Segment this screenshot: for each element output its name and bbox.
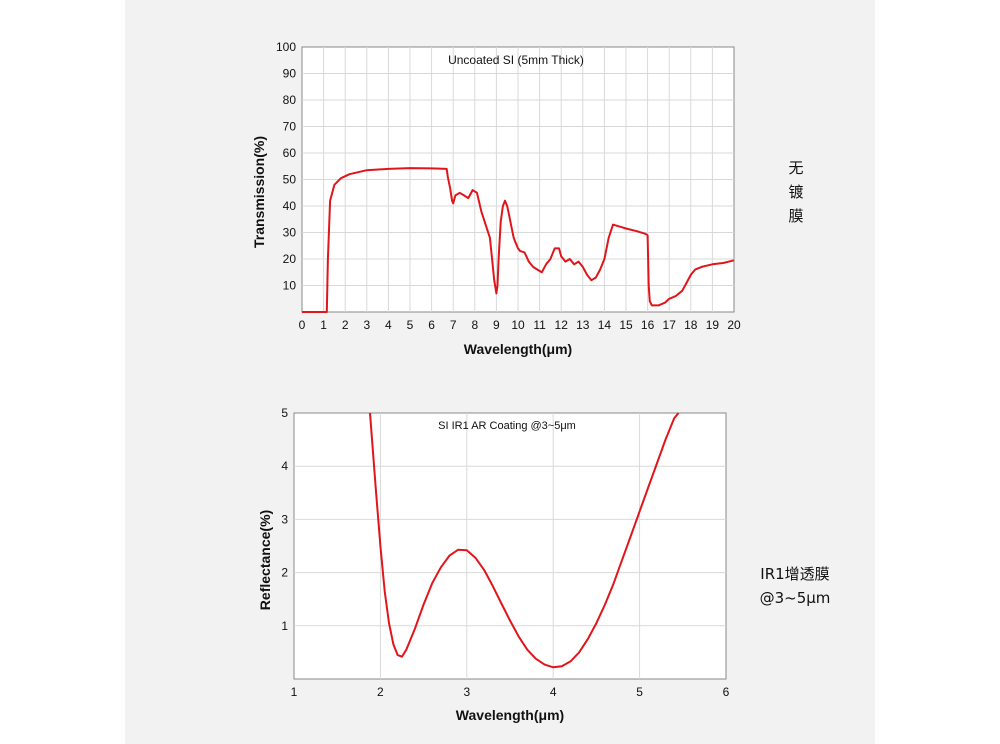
tick-labels: 0 1 2 3 4 5 6 7 8 9 10 11 12 13 14 15 16 17 18 19 2010203040… bbox=[276, 40, 741, 332]
x-tick-label: 13 bbox=[576, 318, 590, 332]
y-tick-label: 5 bbox=[281, 406, 288, 420]
x-tick-label: 7 bbox=[450, 318, 457, 332]
transmission-chart: 0 1 2 3 4 5 6 7 8 9 10 11 12 13 14 15 16 17 18 19 2010203040… bbox=[251, 40, 741, 357]
x-axis-label: Wavelength(μm) bbox=[456, 707, 564, 723]
x-tick-label: 4 bbox=[550, 685, 557, 699]
reflectance-chart: 1 2 3 4 5 6 1 2 3 4 5 SI IR1 AR Coating @3~5μm Wav… bbox=[257, 406, 730, 723]
x-tick-label: 15 bbox=[619, 318, 633, 332]
x-tick-label: 10 bbox=[511, 318, 525, 332]
x-tick-label: 1 bbox=[291, 685, 298, 699]
x-tick-label: 12 bbox=[555, 318, 569, 332]
side-char-3: 膜 bbox=[788, 207, 804, 225]
x-tick-label: 4 bbox=[385, 318, 392, 332]
y-tick-label: 70 bbox=[283, 120, 297, 134]
y-tick-label: 50 bbox=[283, 173, 297, 187]
coating-range: @3~5μm bbox=[759, 589, 831, 607]
x-tick-label: 19 bbox=[706, 318, 720, 332]
x-tick-label: 6 bbox=[428, 318, 435, 332]
chart-title: SI IR1 AR Coating @3~5μm bbox=[438, 420, 576, 432]
x-tick-label: 20 bbox=[727, 318, 741, 332]
y-axis-label: Transmission(%) bbox=[251, 136, 267, 248]
x-tick-label: 9 bbox=[493, 318, 500, 332]
y-tick-label: 90 bbox=[283, 67, 297, 81]
y-tick-label: 100 bbox=[276, 40, 296, 54]
side-char-2: 镀 bbox=[788, 183, 804, 201]
x-tick-label: 1 bbox=[320, 318, 327, 332]
gridlines bbox=[302, 47, 734, 312]
coating-side-label: IR1增透膜 @3~5μm bbox=[740, 562, 850, 610]
x-tick-label: 5 bbox=[407, 318, 414, 332]
x-tick-label: 0 bbox=[299, 318, 306, 332]
y-tick-label: 4 bbox=[281, 459, 288, 473]
y-axis-label: Reflectance(%) bbox=[257, 510, 273, 610]
x-tick-label: 2 bbox=[377, 685, 384, 699]
y-tick-label: 3 bbox=[281, 512, 288, 526]
transmission-series-line bbox=[302, 167, 735, 313]
y-tick-label: 80 bbox=[283, 93, 297, 107]
y-tick-label: 40 bbox=[283, 199, 297, 213]
chart-title: Uncoated SI (5mm Thick) bbox=[448, 53, 584, 67]
y-tick-label: 60 bbox=[283, 146, 297, 160]
x-tick-label: 18 bbox=[684, 318, 698, 332]
x-tick-label: 3 bbox=[363, 318, 370, 332]
x-tick-label: 2 bbox=[342, 318, 349, 332]
x-tick-label: 14 bbox=[598, 318, 612, 332]
y-tick-label: 10 bbox=[283, 279, 297, 293]
tick-labels: 1 2 3 4 5 6 1 2 3 4 5 bbox=[281, 406, 729, 699]
uncoated-side-label: 无 镀 膜 bbox=[778, 156, 814, 228]
x-tick-label: 11 bbox=[533, 318, 546, 332]
y-tick-label: 2 bbox=[281, 566, 288, 580]
side-char-1: 无 bbox=[788, 159, 804, 177]
y-tick-label: 20 bbox=[283, 252, 297, 266]
gridlines bbox=[294, 413, 726, 679]
reflectance-series-line bbox=[369, 412, 680, 669]
y-tick-label: 1 bbox=[281, 619, 288, 633]
x-tick-label: 16 bbox=[641, 318, 655, 332]
x-tick-label: 5 bbox=[636, 685, 643, 699]
y-tick-label: 30 bbox=[283, 226, 297, 240]
x-axis-label: Wavelength(μm) bbox=[464, 341, 572, 357]
x-tick-label: 6 bbox=[723, 685, 730, 699]
coating-name: IR1增透膜 bbox=[760, 565, 830, 583]
x-tick-label: 3 bbox=[463, 685, 470, 699]
plot-area bbox=[293, 412, 727, 680]
x-tick-label: 8 bbox=[471, 318, 478, 332]
x-tick-label: 17 bbox=[663, 318, 677, 332]
